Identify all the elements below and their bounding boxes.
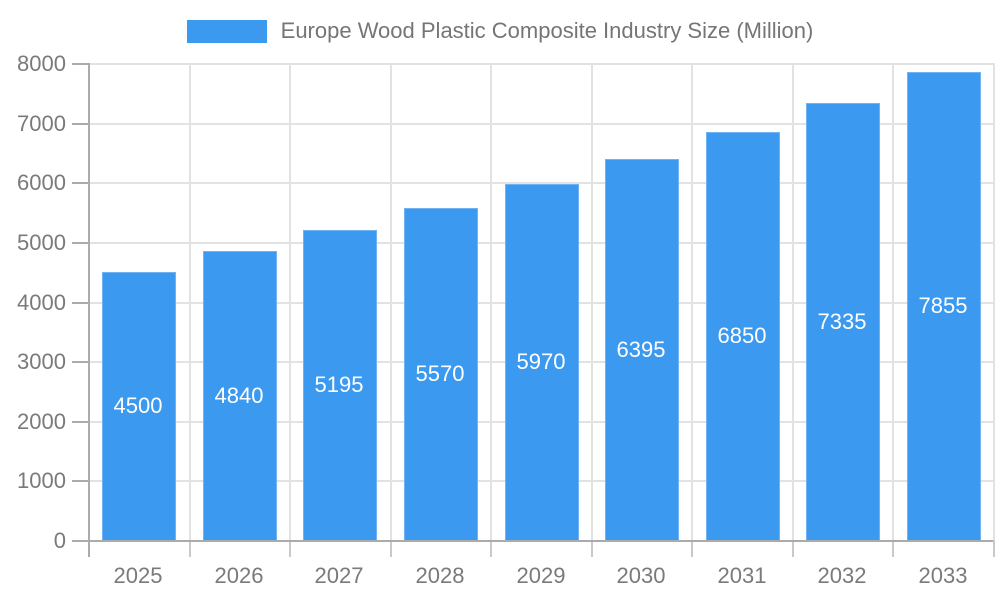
x-axis-boundary-tick: [792, 540, 794, 557]
chart-title[interactable]: Europe Wood Plastic Composite Industry S…: [280, 18, 814, 43]
bar-value-label: 7335: [817, 309, 867, 334]
gridline-vertical: [289, 63, 291, 540]
bar[interactable]: [806, 103, 880, 541]
bar[interactable]: [203, 251, 277, 541]
x-tick-label: 2033: [918, 563, 968, 588]
gridline-vertical: [390, 63, 392, 540]
y-axis-tick: [72, 302, 88, 304]
y-tick-label: 4000: [17, 290, 66, 315]
x-axis-line: [72, 540, 993, 542]
x-axis-boundary-tick: [691, 540, 693, 557]
bar-value-label: 5570: [415, 361, 465, 386]
x-axis-boundary-tick: [390, 540, 392, 557]
gridline-vertical: [189, 63, 191, 540]
x-tick-label: 2030: [616, 563, 666, 588]
bar[interactable]: [102, 272, 176, 541]
gridline-vertical: [892, 63, 894, 540]
y-tick-label: 6000: [17, 170, 66, 195]
bar[interactable]: [907, 72, 981, 541]
y-axis-tick: [72, 421, 88, 423]
bar-value-label: 4500: [113, 393, 163, 418]
y-tick-label: 7000: [17, 111, 66, 136]
gridline-horizontal: [88, 63, 993, 65]
gridline-vertical: [691, 63, 693, 540]
y-axis-tick: [72, 242, 88, 244]
y-tick-label: 8000: [17, 51, 66, 76]
bar[interactable]: [303, 230, 377, 541]
bar-value-label: 5195: [314, 372, 364, 397]
y-axis-tick: [72, 361, 88, 363]
bar[interactable]: [404, 208, 478, 541]
x-tick-label: 2028: [415, 563, 465, 588]
bar-value-label: 4840: [214, 383, 264, 408]
y-axis-line: [88, 63, 90, 557]
gridline-vertical: [792, 63, 794, 540]
legend-swatch[interactable]: [186, 19, 267, 43]
y-tick-label: 5000: [17, 230, 66, 255]
x-axis-boundary-tick: [289, 540, 291, 557]
bar-value-label: 6395: [616, 337, 666, 362]
gridline-horizontal: [88, 182, 993, 184]
x-tick-label: 2032: [817, 563, 867, 588]
bar[interactable]: [605, 159, 679, 541]
gridline-vertical: [591, 63, 593, 540]
x-axis-boundary-tick: [993, 540, 995, 557]
y-axis-tick: [72, 480, 88, 482]
bar-value-label: 5970: [516, 349, 566, 374]
y-tick-label: 3000: [17, 349, 66, 374]
bar[interactable]: [706, 132, 780, 541]
x-tick-label: 2027: [314, 563, 364, 588]
bar-value-label: 7855: [918, 293, 968, 318]
y-tick-label: 1000: [17, 468, 66, 493]
bar-value-label: 6850: [717, 323, 767, 348]
y-axis-tick: [72, 182, 88, 184]
y-tick-label: 0: [53, 528, 66, 553]
gridline-vertical: [490, 63, 492, 540]
y-axis-tick: [72, 63, 88, 65]
gridline-horizontal: [88, 123, 993, 125]
x-axis-boundary-tick: [892, 540, 894, 557]
x-tick-label: 2031: [717, 563, 767, 588]
y-axis-tick: [72, 123, 88, 125]
x-axis-boundary-tick: [490, 540, 492, 557]
legend: Europe Wood Plastic Composite Industry S…: [0, 14, 1000, 48]
x-axis-boundary-tick: [189, 540, 191, 557]
x-tick-label: 2025: [113, 563, 163, 588]
x-tick-label: 2026: [214, 563, 264, 588]
x-axis-boundary-tick: [591, 540, 593, 557]
y-tick-label: 2000: [17, 409, 66, 434]
gridline-vertical: [993, 63, 995, 540]
bar[interactable]: [505, 184, 579, 541]
x-tick-label: 2029: [516, 563, 566, 588]
